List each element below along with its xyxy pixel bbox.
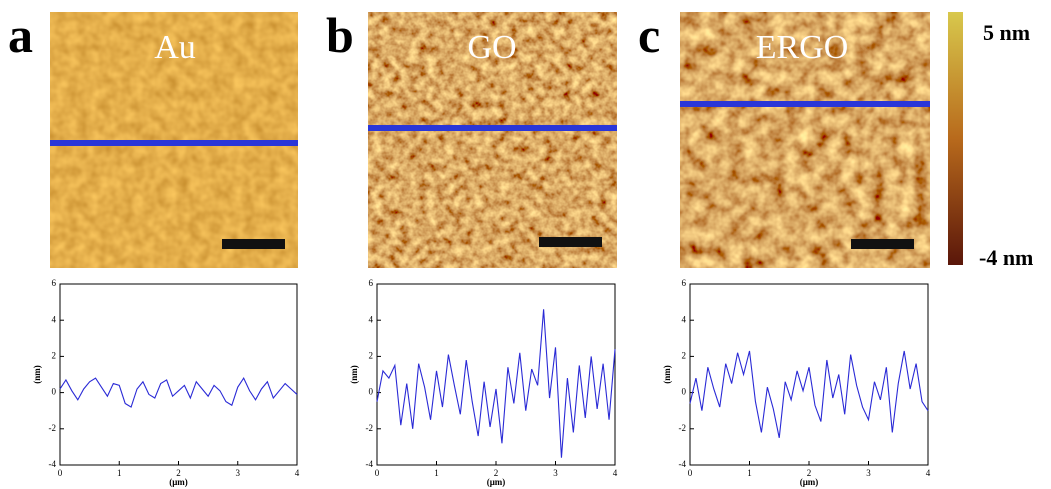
y-axis-label: (nm) xyxy=(349,365,359,384)
y-tick-label: -2 xyxy=(49,423,57,433)
afm-image xyxy=(680,12,930,268)
x-axis-label: (μm) xyxy=(800,477,819,487)
panel-label: c xyxy=(638,7,660,63)
afm-image xyxy=(368,12,617,268)
y-tick-label: 6 xyxy=(369,278,374,288)
y-tick-label: 6 xyxy=(52,278,57,288)
y-tick-label: -2 xyxy=(366,423,374,433)
y-tick-label: 6 xyxy=(682,278,687,288)
x-tick-label: 3 xyxy=(236,468,241,478)
colorbar-label: -4 nm xyxy=(979,245,1033,270)
y-tick-label: 0 xyxy=(369,387,374,397)
y-tick-label: 0 xyxy=(52,387,57,397)
plot-frame xyxy=(689,283,929,466)
x-tick-label: 4 xyxy=(613,468,618,478)
x-axis-label: (μm) xyxy=(169,477,188,487)
x-tick-label: 4 xyxy=(295,468,300,478)
y-tick-label: -4 xyxy=(49,459,57,469)
x-tick-label: 0 xyxy=(375,468,380,478)
panel-label: a xyxy=(8,7,33,63)
profile-line xyxy=(689,350,929,438)
image-label: Au xyxy=(154,29,196,66)
y-tick-label: 4 xyxy=(52,314,57,324)
y-tick-label: 2 xyxy=(52,350,57,360)
scale-bar xyxy=(851,239,914,249)
x-tick-label: 1 xyxy=(117,468,122,478)
x-tick-label: 3 xyxy=(866,468,871,478)
x-tick-label: 2 xyxy=(176,468,181,478)
x-tick-label: 1 xyxy=(434,468,439,478)
profile-line xyxy=(368,125,617,131)
profile-line xyxy=(59,376,298,408)
x-axis-label: (μm) xyxy=(487,477,506,487)
x-tick-label: 0 xyxy=(58,468,63,478)
y-tick-label: 2 xyxy=(369,350,374,360)
profile-line xyxy=(50,140,298,146)
x-tick-label: 2 xyxy=(807,468,812,478)
y-tick-label: 0 xyxy=(682,387,687,397)
y-tick-label: -4 xyxy=(366,459,374,469)
x-tick-label: 3 xyxy=(553,468,558,478)
colorbar xyxy=(948,12,963,265)
image-label: ERGO xyxy=(756,29,849,66)
y-tick-label: 4 xyxy=(682,314,687,324)
image-label: GO xyxy=(467,29,516,66)
plot-frame xyxy=(59,283,298,466)
colorbar-label: 5 nm xyxy=(983,20,1030,45)
scale-bar xyxy=(539,237,602,247)
x-tick-label: 0 xyxy=(688,468,693,478)
profile-line xyxy=(376,309,616,458)
profile-line xyxy=(680,101,930,107)
y-axis-label: (nm) xyxy=(32,365,42,384)
y-tick-label: -2 xyxy=(679,423,687,433)
scale-bar xyxy=(222,239,285,249)
x-tick-label: 2 xyxy=(494,468,499,478)
panel-label: b xyxy=(326,7,354,63)
plot-frame xyxy=(376,283,616,466)
y-axis-label: (nm) xyxy=(662,365,672,384)
y-tick-label: 2 xyxy=(682,350,687,360)
x-tick-label: 1 xyxy=(747,468,752,478)
y-tick-label: -4 xyxy=(679,459,687,469)
x-tick-label: 4 xyxy=(926,468,931,478)
y-tick-label: 4 xyxy=(369,314,374,324)
